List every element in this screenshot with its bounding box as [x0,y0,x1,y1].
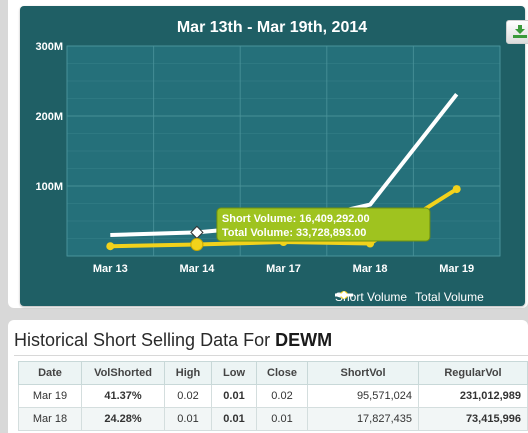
history-title: Historical Short Selling Data For DEWM [14,330,332,351]
table-row: Mar 19 41.37% 0.02 0.01 0.02 95,571,024 … [18,384,528,408]
col-header-date: Date [18,361,82,385]
cell-volshorted: 24.28% [81,407,165,431]
y-tick-label: 300M [35,41,63,53]
cell-shortvol: 95,571,024 [307,384,419,408]
cell-regularvol: 231,012,989 [418,384,528,408]
x-tick-label: Mar 18 [353,263,388,275]
history-header-row: Date VolShorted High Low Close ShortVol … [18,361,528,385]
download-button[interactable] [506,20,528,44]
cell-shortvol: 17,827,435 [307,407,419,431]
col-header-close: Close [256,361,308,385]
short-volume-point[interactable] [106,242,115,251]
cell-high: 0.01 [164,407,212,431]
cell-high: 0.02 [164,384,212,408]
short-volume-point[interactable] [452,185,461,194]
short-volume-chart: Mar 13th - Mar 19th, 2014 300M 200M 100M Mar… [20,6,528,306]
cell-close: 0.02 [256,384,308,408]
table-row: Mar 18 24.28% 0.01 0.01 0.01 17,827,435 … [18,407,528,431]
total-volume-swatch-icon [335,291,353,299]
history-ticker: DEWM [275,330,333,350]
col-header-regularvol: RegularVol [418,361,528,385]
chart-title: Mar 13th - Mar 19th, 2014 [177,19,367,36]
x-tick-label: Mar 19 [439,263,474,275]
x-tick-label: Mar 17 [266,263,301,275]
cell-volshorted: 41.37% [81,384,165,408]
history-title-prefix: Historical Short Selling Data For [14,330,276,350]
history-table: Date VolShorted High Low Close ShortVol … [18,361,528,431]
cell-date: Mar 18 [18,407,82,431]
tooltip-total-volume: Total Volume: 33,728,893.00 [222,227,367,239]
chart-canvas: Mar 13th - Mar 19th, 2014 300M 200M 100M Mar… [35,19,501,275]
cell-low: 0.01 [211,384,257,408]
col-header-low: Low [211,361,257,385]
col-header-volshorted: VolShorted [81,361,165,385]
x-tick-label: Mar 14 [179,263,215,275]
cell-close: 0.01 [256,407,308,431]
chart-legend: Short Volume Total Volume [335,290,492,304]
y-tick-label: 200M [35,111,63,123]
short-volume-point[interactable] [366,239,375,248]
legend-short-volume-label: Short Volume [335,290,408,304]
legend-total-volume[interactable]: Total Volume [335,290,484,304]
y-tick-label: 100M [35,181,63,193]
chart-tooltip [216,207,431,242]
cell-low: 0.01 [211,407,257,431]
x-tick-label: Mar 13 [93,263,128,275]
tooltip-short-volume: Short Volume: 16,409,292.00 [222,213,370,225]
cell-date: Mar 19 [18,384,82,408]
col-header-high: High [164,361,212,385]
col-header-shortvol: ShortVol [307,361,419,385]
history-divider [14,355,528,356]
cell-regularvol: 73,415,996 [418,407,528,431]
short-volume-point[interactable] [190,238,204,252]
legend-total-volume-label: Total Volume [415,290,484,304]
download-icon [513,25,527,38]
